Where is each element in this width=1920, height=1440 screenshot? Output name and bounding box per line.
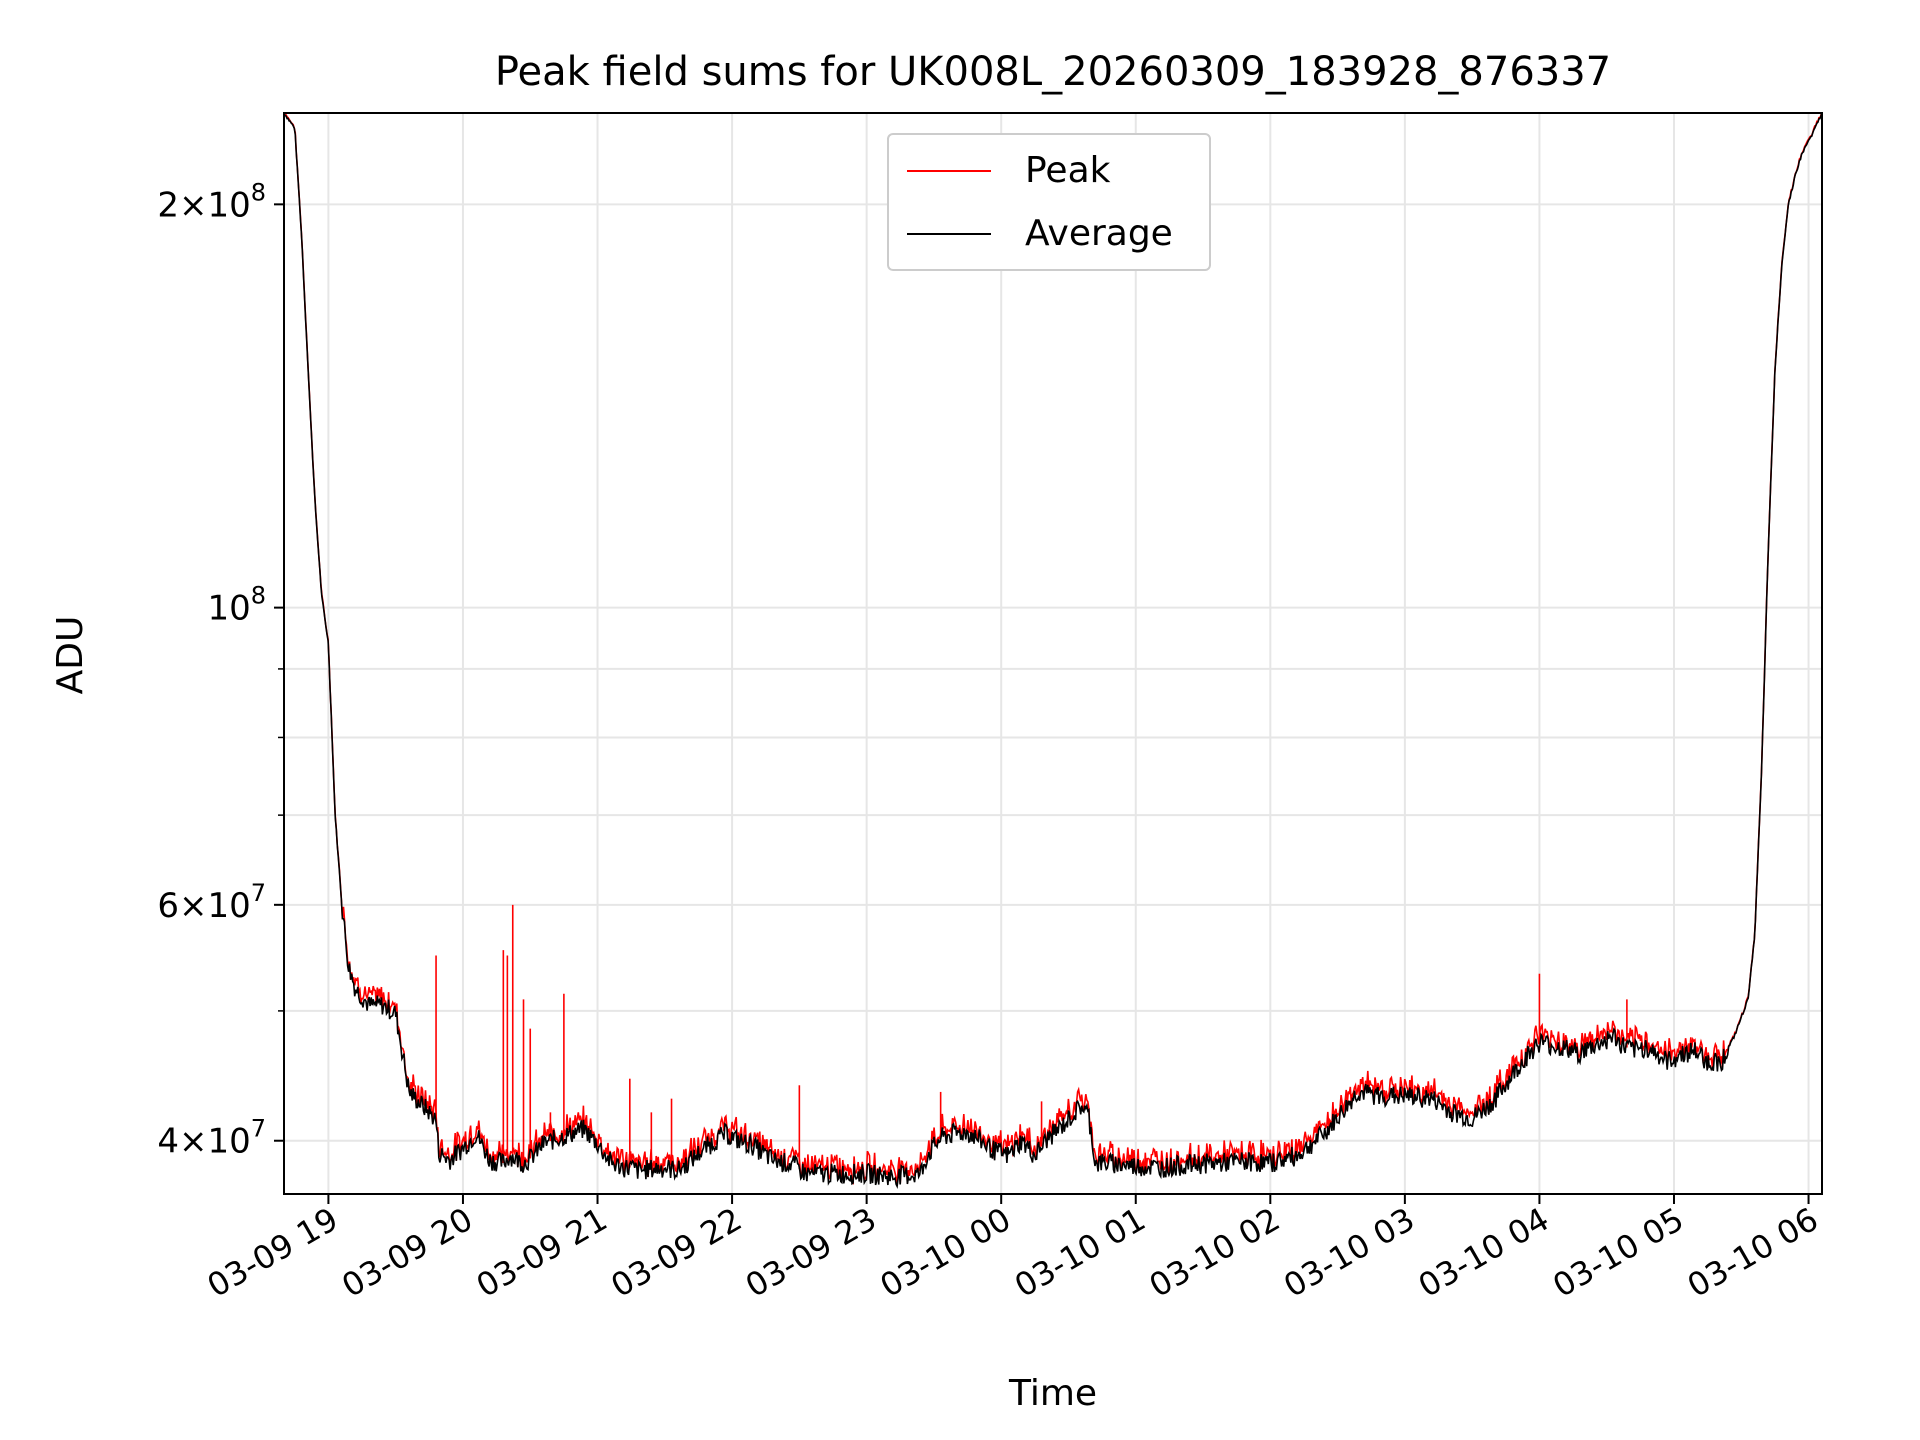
y-tick-label: 4×107 (157, 1115, 266, 1162)
grid (284, 113, 1822, 1194)
y-axis-label: ADU (50, 616, 91, 695)
legend-entry-peak: Peak (889, 151, 1110, 191)
y-tick-label: 2×108 (157, 178, 266, 225)
y-tick-label: 108 (207, 582, 266, 629)
series-average-line (284, 113, 1822, 1190)
series-layer (284, 113, 1822, 1190)
plot-frame (283, 112, 1823, 1195)
legend-average-label: Average (1025, 213, 1173, 254)
chart-title: Peak field sums for UK008L_20260309_1839… (495, 49, 1611, 95)
x-tick-label: 03-09 20 (335, 1200, 479, 1305)
x-tick-label: 03-09 21 (470, 1200, 614, 1305)
x-tick-label: 03-09 23 (739, 1200, 883, 1305)
x-tick-label: 03-09 22 (604, 1200, 748, 1305)
x-tick-label: 03-10 00 (874, 1200, 1018, 1305)
series-peak-line (284, 113, 1822, 1186)
x-tick-label: 03-10 04 (1412, 1200, 1556, 1305)
x-tick-label: 03-10 01 (1008, 1200, 1152, 1305)
y-tick-label: 6×107 (157, 879, 266, 926)
legend-peak-swatch (907, 170, 991, 172)
legend-average-swatch (907, 233, 991, 235)
x-tick-label: 03-10 05 (1546, 1200, 1690, 1305)
x-tick-label: 03-10 03 (1277, 1200, 1421, 1305)
x-axis-label: Time (1008, 1373, 1097, 1414)
legend-entry-average: Average (889, 214, 1173, 254)
legend: Peak Average (887, 133, 1211, 271)
x-tick-label: 03-10 02 (1143, 1200, 1287, 1305)
legend-peak-label: Peak (1025, 150, 1111, 191)
x-tick-label: 03-09 19 (201, 1200, 345, 1305)
x-tick-label: 03-10 06 (1681, 1200, 1825, 1305)
